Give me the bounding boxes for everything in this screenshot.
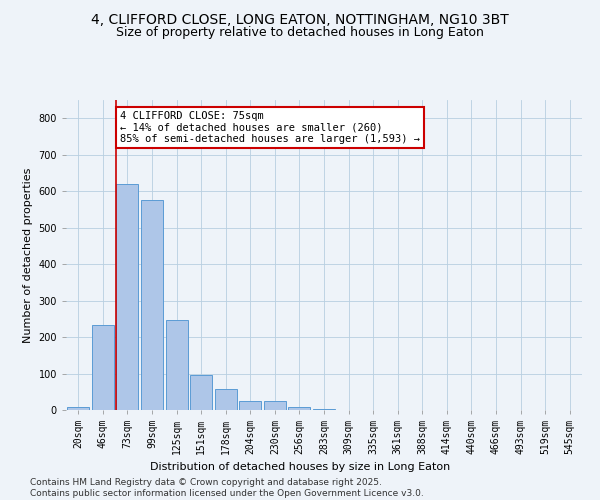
Text: Size of property relative to detached houses in Long Eaton: Size of property relative to detached ho… [116, 26, 484, 39]
Bar [141, 200, 163, 410]
Bar [264, 401, 286, 410]
Bar [116, 184, 139, 410]
Bar [289, 408, 310, 410]
Bar [239, 401, 262, 410]
Bar [215, 389, 237, 410]
Bar [67, 407, 89, 410]
Text: 4 CLIFFORD CLOSE: 75sqm
← 14% of detached houses are smaller (260)
85% of semi-d: 4 CLIFFORD CLOSE: 75sqm ← 14% of detache… [120, 111, 420, 144]
Text: Contains HM Land Registry data © Crown copyright and database right 2025.
Contai: Contains HM Land Registry data © Crown c… [30, 478, 424, 498]
Text: Distribution of detached houses by size in Long Eaton: Distribution of detached houses by size … [150, 462, 450, 472]
Bar [166, 320, 188, 410]
Y-axis label: Number of detached properties: Number of detached properties [23, 168, 33, 342]
Text: 4, CLIFFORD CLOSE, LONG EATON, NOTTINGHAM, NG10 3BT: 4, CLIFFORD CLOSE, LONG EATON, NOTTINGHA… [91, 12, 509, 26]
Bar [190, 374, 212, 410]
Bar [92, 326, 114, 410]
